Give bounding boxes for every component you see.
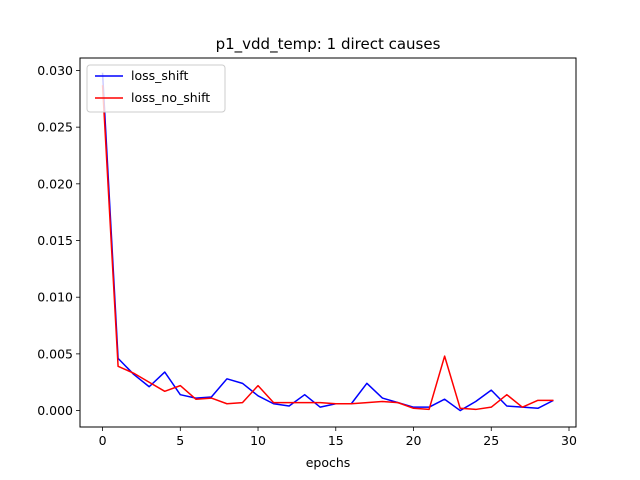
y-tick-label: 0.025 <box>37 120 73 135</box>
y-tick-label: 0.005 <box>37 346 73 361</box>
x-tick-label: 15 <box>328 433 344 448</box>
x-tick-label: 0 <box>99 433 107 448</box>
legend: loss_shift loss_no_shift <box>86 64 226 113</box>
x-axis-label: epochs <box>306 455 351 470</box>
x-tick-label: 10 <box>250 433 266 448</box>
series-line-loss-no-shift <box>101 85 554 411</box>
y-tick-label: 0.000 <box>37 403 73 418</box>
series-line-loss-shift <box>101 72 554 412</box>
y-tick-label: 0.015 <box>37 233 73 248</box>
y-tick-label: 0.020 <box>37 176 73 191</box>
chart-title: p1_vdd_temp: 1 direct causes <box>216 35 441 54</box>
plot-area <box>80 58 576 427</box>
series-layer <box>101 72 554 412</box>
y-axis-ticks: 0.000 0.005 0.010 0.015 0.020 0.025 0.030 <box>37 63 80 418</box>
plot-border <box>79 57 577 428</box>
legend-label-loss-no-shift: loss_no_shift <box>131 90 210 105</box>
y-tick-label: 0.030 <box>37 63 73 78</box>
x-tick-label: 20 <box>406 433 422 448</box>
x-axis-ticks: 0 5 10 15 20 25 30 <box>99 427 577 448</box>
x-tick-label: 25 <box>483 433 499 448</box>
legend-label-loss-shift: loss_shift <box>131 68 188 83</box>
x-tick-label: 5 <box>176 433 184 448</box>
x-tick-label: 30 <box>561 433 577 448</box>
y-tick-label: 0.010 <box>37 290 73 305</box>
